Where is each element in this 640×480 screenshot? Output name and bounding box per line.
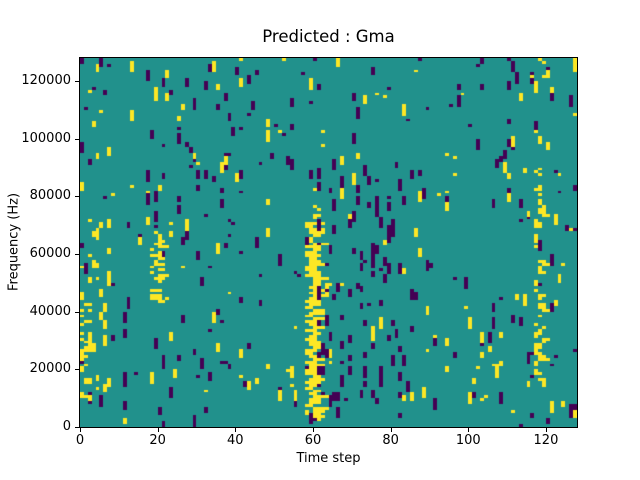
plot-area bbox=[79, 57, 578, 428]
x-tick-mark bbox=[157, 428, 159, 432]
y-tick-label: 60000 bbox=[29, 246, 71, 262]
chart-title: Predicted : Gma bbox=[262, 27, 395, 46]
y-tick-label: 40000 bbox=[29, 303, 71, 319]
y-tick-mark bbox=[75, 196, 79, 198]
x-tick-mark bbox=[390, 428, 392, 432]
x-tick-mark bbox=[468, 428, 470, 432]
y-axis-label: Frequency (Hz) bbox=[6, 192, 22, 292]
x-tick-mark bbox=[80, 428, 81, 432]
y-tick-label: 120000 bbox=[21, 73, 71, 89]
y-tick-mark bbox=[75, 369, 79, 371]
x-tick-label: 60 bbox=[304, 433, 322, 448]
y-tick-mark bbox=[75, 138, 79, 140]
y-tick-mark bbox=[75, 254, 79, 256]
y-tick-label: 80000 bbox=[29, 188, 71, 204]
x-tick-mark bbox=[312, 428, 314, 432]
y-tick-mark bbox=[75, 81, 79, 83]
x-tick-label: 20 bbox=[149, 433, 166, 448]
y-tick-mark bbox=[75, 311, 79, 313]
x-tick-label: 80 bbox=[382, 433, 399, 448]
heatmap-canvas bbox=[80, 58, 577, 427]
x-tick-label: 40 bbox=[227, 433, 244, 448]
y-tick-label: 0 bbox=[62, 419, 71, 434]
x-tick-mark bbox=[545, 428, 547, 432]
x-tick-mark bbox=[235, 428, 237, 432]
y-tick-mark bbox=[75, 427, 79, 428]
x-axis-label: Time step bbox=[296, 451, 361, 466]
x-tick-label: 120 bbox=[533, 433, 559, 448]
x-tick-label: 0 bbox=[75, 433, 85, 448]
y-tick-label: 20000 bbox=[29, 361, 71, 377]
y-tick-label: 100000 bbox=[21, 130, 71, 146]
x-tick-label: 100 bbox=[455, 433, 481, 448]
